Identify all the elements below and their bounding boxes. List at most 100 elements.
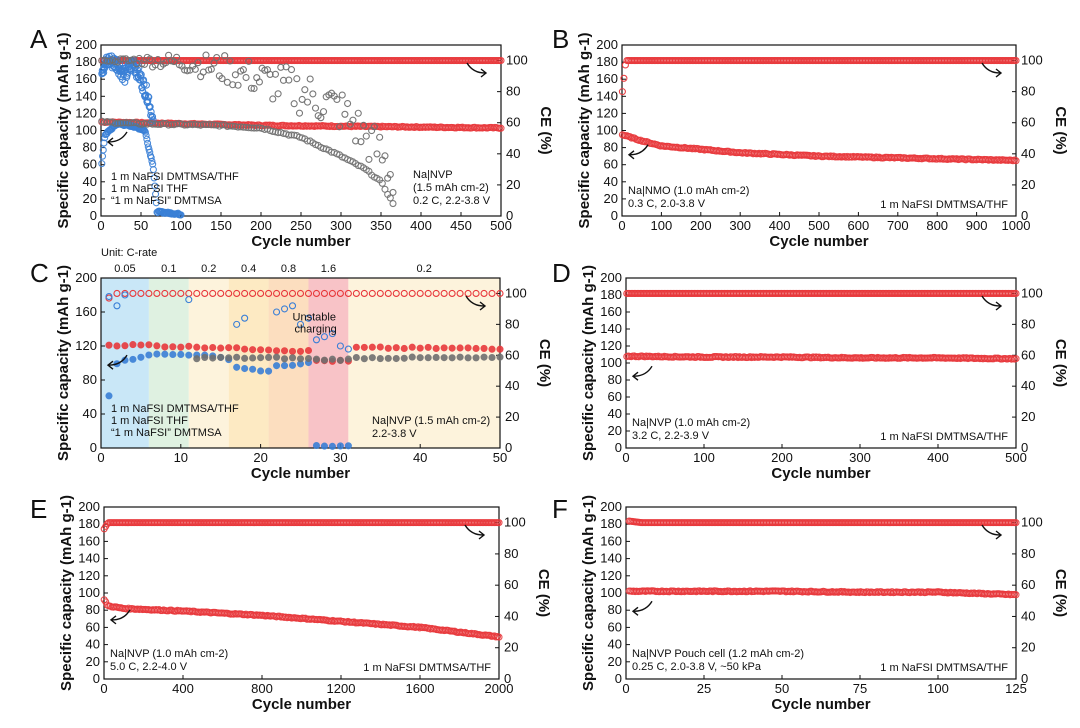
data-point (488, 353, 496, 362)
data-point (145, 145, 153, 153)
data-point (111, 119, 119, 127)
data-point (319, 108, 328, 116)
left-axis-arrow (108, 354, 128, 366)
data-point (312, 336, 321, 344)
data-point (217, 344, 225, 352)
data-point (620, 74, 628, 82)
y2-tick-label: 20 (1021, 640, 1035, 655)
axis-arrows (106, 295, 487, 370)
series-capacity (98, 118, 505, 132)
data-point (360, 121, 368, 129)
y2-tick-label: 0 (504, 671, 511, 686)
y-tick-label: 100 (600, 585, 622, 600)
data-point (360, 355, 368, 363)
y-axis-label: Specific capacity (mAh g-1) (55, 265, 72, 461)
y2-axis-label: CE (%) (1052, 106, 1069, 154)
y-tick-label: 40 (83, 406, 97, 421)
data-point (288, 347, 297, 355)
data-point (250, 124, 258, 132)
x-tick-label: 300 (729, 218, 751, 233)
rate-band (188, 278, 229, 448)
data-point (105, 341, 113, 349)
data-point (312, 441, 321, 450)
x-tick-label: 200 (690, 218, 712, 233)
data-point (239, 123, 247, 131)
y2-tick-label: 100 (1021, 515, 1043, 530)
x-tick-label: 300 (330, 218, 352, 233)
data-point (618, 88, 626, 96)
data-point (265, 346, 273, 354)
x-tick-label: 100 (651, 218, 673, 233)
data-point (113, 302, 121, 310)
data-point (488, 289, 496, 298)
data-point (301, 86, 309, 94)
data-point (280, 289, 289, 298)
y-tick-label: 100 (78, 585, 100, 600)
panel-letter: E (30, 494, 47, 524)
legend-entry: “1 m NaFSI” DMTMSA (111, 195, 222, 207)
y-tick-label: 80 (86, 602, 100, 617)
y-tick-label: 180 (78, 516, 100, 531)
data-point (400, 344, 408, 353)
data-point (480, 344, 488, 352)
data-point (250, 84, 258, 93)
data-point (386, 170, 394, 179)
y2-tick-label: 80 (505, 316, 519, 331)
data-point (456, 289, 464, 298)
data-point (116, 119, 125, 127)
data-point (213, 54, 221, 62)
data-point (146, 103, 154, 111)
data-point (202, 121, 210, 129)
arrow-head (478, 530, 486, 540)
data-point (161, 289, 169, 298)
rate-label: 0.4 (241, 263, 256, 275)
data-point (370, 123, 378, 131)
data-point (432, 353, 440, 362)
y-tick-label: 40 (608, 406, 622, 421)
y2-tick-label: 40 (506, 146, 520, 161)
data-point (233, 320, 241, 328)
data-point (225, 289, 233, 298)
x-tick-label: 100 (170, 218, 192, 233)
x-axis-label: Cycle number (251, 465, 350, 482)
y-tick-label: 160 (75, 304, 97, 319)
x-tick-label: 900 (966, 218, 988, 233)
x-tick-label: 400 (769, 218, 791, 233)
data-point (137, 289, 145, 298)
data-point (209, 343, 217, 352)
data-point (217, 353, 225, 361)
data-point (98, 56, 106, 65)
data-point (249, 346, 257, 354)
y-tick-label: 100 (75, 123, 97, 138)
y-tick-label: 80 (83, 140, 97, 155)
data-point (304, 289, 313, 298)
data-point (194, 121, 202, 129)
y-tick-label: 0 (93, 671, 100, 686)
data-point (121, 342, 129, 350)
y-axis-label: Specific capacity (mAh g-1) (580, 265, 597, 461)
panel-letter: F (552, 494, 568, 524)
data-point (177, 211, 185, 219)
series-ce (625, 517, 1020, 527)
panel-a: 0 50 100 150 200 250 300 350 400 450 5000204060801… (30, 24, 554, 250)
data-point (242, 123, 250, 131)
data-point (464, 354, 472, 362)
data-point (279, 76, 288, 84)
panel-f: 0 25 50 75 100 125020406080100120140160180200… (552, 494, 1069, 713)
data-point (132, 60, 141, 68)
data-point (135, 54, 143, 63)
x-tick-label: 40 (413, 450, 427, 465)
y-tick-label: 0 (90, 208, 97, 223)
y-axis-label: Specific capacity (mAh g-1) (576, 33, 593, 229)
data-point (201, 344, 209, 352)
data-point (135, 120, 143, 128)
data-point (304, 354, 313, 363)
series-ce (623, 289, 1020, 298)
left-axis-arrow (111, 609, 131, 621)
data-point (242, 73, 250, 82)
data-point (153, 350, 161, 358)
arrow-head (627, 150, 635, 160)
data-point (496, 345, 504, 353)
data-point (121, 291, 129, 299)
